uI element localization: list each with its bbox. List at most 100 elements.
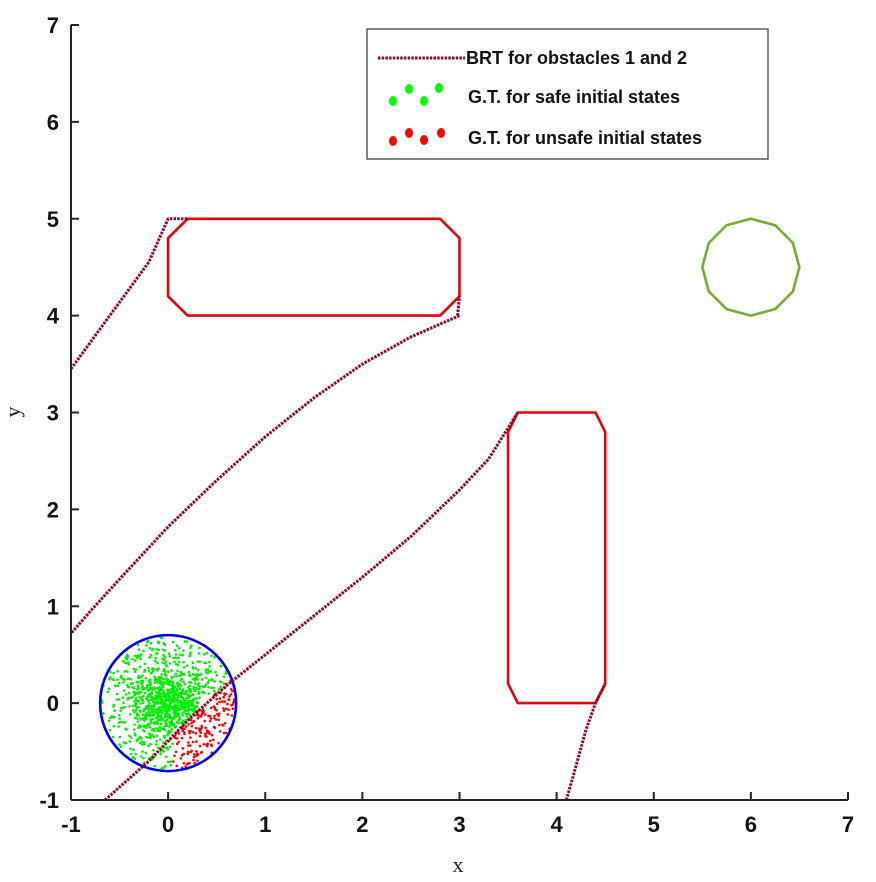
safe-sample (132, 687, 136, 690)
safe-sample (191, 667, 195, 670)
safe-sample (122, 689, 126, 692)
x-axis-label: x (453, 852, 464, 877)
unsafe-sample (189, 718, 193, 722)
safe-sample (138, 696, 141, 699)
safe-sample (158, 708, 162, 711)
safe-sample (156, 708, 160, 711)
safe-sample (144, 712, 148, 715)
safe-sample (153, 675, 156, 678)
safe-sample (161, 648, 165, 651)
obstacle-1 (166, 217, 461, 317)
safe-sample (174, 672, 178, 676)
safe-sample (181, 688, 185, 691)
safe-sample (176, 669, 179, 673)
safe-sample (158, 678, 161, 681)
safe-sample (207, 692, 211, 695)
unsafe-sample (187, 723, 190, 726)
safe-sample (112, 671, 116, 675)
safe-sample (134, 692, 138, 695)
unsafe-sample (198, 734, 202, 738)
unsafe-sample (222, 731, 226, 735)
unsafe-sample (197, 727, 201, 730)
safe-sample (153, 659, 157, 663)
safe-sample (194, 666, 197, 670)
unsafe-sample (210, 733, 214, 737)
safe-sample (172, 711, 175, 715)
safe-sample (149, 653, 153, 657)
safe-sample (193, 705, 197, 709)
safe-sample (137, 692, 140, 696)
safe-sample (213, 680, 216, 683)
safe-sample (174, 726, 177, 729)
safe-sample (180, 677, 184, 681)
unsafe-sample (193, 753, 196, 756)
safe-sample (195, 675, 199, 678)
unsafe-sample (224, 692, 228, 696)
safe-sample (184, 713, 188, 716)
unsafe-sample (231, 707, 235, 710)
safe-sample (162, 681, 166, 684)
brt-curve-5 (456, 296, 461, 316)
safe-sample (161, 677, 165, 681)
safe-sample (155, 710, 158, 714)
safe-sample (149, 683, 152, 687)
safe-sample (187, 685, 190, 689)
unsafe-sample (187, 730, 191, 733)
safe-sample (114, 684, 117, 687)
safe-sample (177, 713, 181, 716)
y-tick-label: -1 (39, 788, 59, 813)
safe-sample (127, 655, 130, 658)
safe-sample (136, 717, 139, 720)
x-tick-label: 6 (745, 812, 757, 837)
unsafe-sample (186, 752, 190, 756)
safe-sample (162, 642, 165, 645)
safe-sample (138, 724, 141, 727)
safe-sample (173, 675, 176, 678)
unsafe-sample (218, 730, 222, 733)
goal-region (700, 217, 801, 317)
safe-sample (112, 725, 115, 728)
safe-sample (129, 752, 133, 756)
safe-sample (129, 712, 132, 716)
safe-sample (163, 662, 167, 665)
safe-sample (190, 644, 193, 647)
safe-sample (125, 683, 129, 687)
safe-sample (153, 764, 157, 768)
unsafe-sample (222, 709, 226, 712)
unsafe-sample (213, 714, 216, 718)
safe-sample (158, 690, 161, 693)
legend-label-unsafe: G.T. for unsafe initial states (468, 128, 702, 148)
safe-sample (143, 725, 147, 729)
safe-sample (207, 670, 210, 673)
safe-sample (162, 750, 165, 753)
unsafe-sample (207, 731, 211, 734)
safe-sample (145, 696, 149, 700)
safe-sample (209, 670, 212, 673)
safe-sample (138, 655, 142, 658)
safe-sample (191, 672, 195, 676)
safe-sample (163, 672, 167, 676)
unsafe-sample (189, 750, 193, 754)
safe-sample (122, 681, 125, 684)
unsafe-sample (195, 752, 199, 756)
safe-sample (183, 682, 187, 686)
axes (70, 24, 849, 801)
unsafe-sample (209, 717, 213, 720)
safe-sample (155, 743, 158, 746)
safe-sample (152, 749, 155, 752)
safe-sample (156, 746, 160, 749)
safe-sample (186, 712, 190, 715)
safe-sample (122, 741, 126, 744)
safe-sample (131, 704, 134, 708)
safe-sample (123, 721, 127, 724)
safe-sample (150, 728, 154, 732)
safe-sample (145, 735, 148, 739)
safe-sample (148, 687, 152, 691)
safe-sample (118, 743, 121, 746)
safe-sample (137, 714, 140, 717)
safe-sample (162, 695, 165, 698)
safe-sample (182, 701, 186, 705)
unsafe-sample (183, 727, 186, 730)
safe-sample (140, 675, 143, 679)
y-axis-label: y (0, 407, 25, 418)
